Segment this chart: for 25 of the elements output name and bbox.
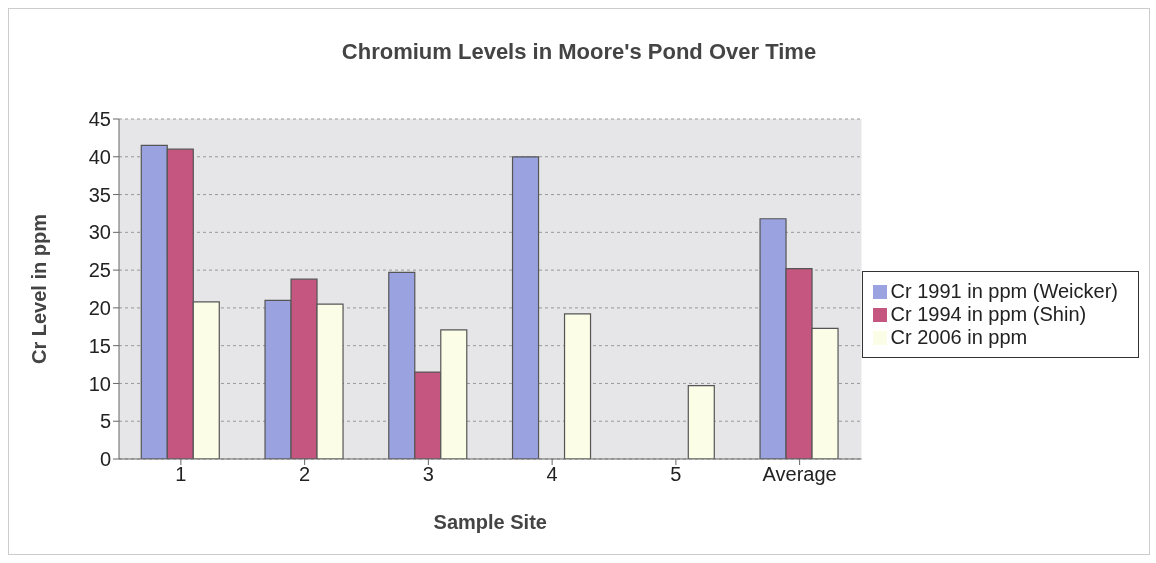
x-tick-label: 1 <box>175 463 187 486</box>
y-tick-label: 30 <box>88 221 111 244</box>
x-tick-label: 4 <box>546 463 558 486</box>
x-tick-label: Average <box>762 463 837 486</box>
x-tick-label: 2 <box>299 463 311 486</box>
y-tick-label: 35 <box>88 183 111 206</box>
x-tick-label: 5 <box>670 463 682 486</box>
y-tick-label: 0 <box>99 448 111 471</box>
legend-label: Cr 1994 in ppm (Shin) <box>890 302 1087 325</box>
y-tick-label: 10 <box>88 372 111 395</box>
y-tick-label: 25 <box>88 259 111 282</box>
legend-label: Cr 1991 in ppm (Weicker) <box>890 279 1118 302</box>
y-tick-label: 20 <box>88 296 111 319</box>
bar <box>511 156 540 459</box>
x-tick-label: 3 <box>422 463 434 486</box>
y-tick-label: 15 <box>88 334 111 357</box>
x-axis-title: Sample Site <box>433 511 547 533</box>
bar <box>563 313 592 459</box>
y-tick-label: 5 <box>99 410 111 433</box>
y-axis-title: Cr Level in ppm <box>28 213 51 365</box>
chart-title: Chromium Levels in Moore's Pond Over Time <box>340 38 818 66</box>
y-tick-label: 45 <box>88 108 111 131</box>
bar <box>687 385 715 459</box>
y-tick-label: 40 <box>88 145 111 168</box>
legend-label: Cr 2006 in ppm <box>890 325 1028 348</box>
